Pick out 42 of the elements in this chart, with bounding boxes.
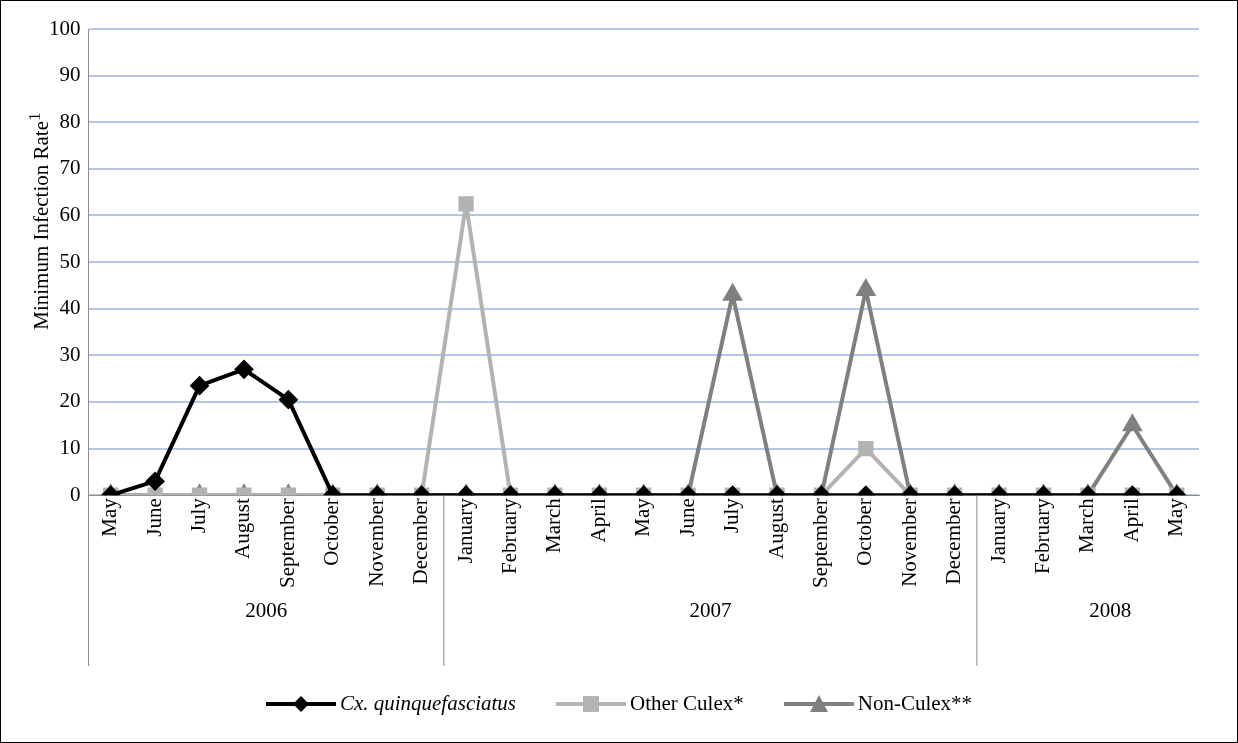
legend-label: Non-Culex** [857, 691, 973, 716]
y-tick-label: 20 [59, 388, 81, 413]
x-tick-label: September [807, 498, 832, 589]
x-tick-label: April [585, 498, 610, 543]
x-tick-label: November [363, 498, 388, 587]
y-tick-label: 40 [59, 295, 81, 320]
x-tick-label: May [1163, 497, 1188, 537]
x-tick-label: June [674, 498, 699, 537]
y-tick-label: 100 [49, 15, 81, 40]
x-tick-label: December [408, 498, 433, 585]
y-tick-label: 30 [59, 341, 81, 366]
x-tick-label: May [630, 497, 655, 537]
legend-label: Other Culex* [630, 691, 744, 716]
x-tick-label: December [941, 498, 966, 585]
x-tick-label: April [1118, 498, 1143, 543]
x-tick-label: July [719, 497, 744, 534]
x-tick-label: January [985, 497, 1010, 564]
x-tick-label: August [230, 498, 255, 559]
x-tick-label: July [186, 497, 211, 534]
y-tick-label: 50 [59, 248, 81, 273]
y-tick-label: 60 [59, 201, 81, 226]
y-tick-label: 70 [59, 155, 81, 180]
x-tick-label: January [452, 497, 477, 564]
x-tick-label: November [896, 498, 921, 587]
text: 2006 [245, 597, 288, 622]
y-tick-label: 90 [59, 62, 81, 87]
legend-label: Cx. quinquefasciatus [339, 691, 517, 716]
x-tick-label: October [319, 498, 344, 566]
x-tick-label: September [274, 498, 299, 589]
x-tick-label: February [497, 497, 522, 575]
x-tick-label: May [97, 497, 122, 537]
y-tick-label: 0 [70, 481, 81, 506]
x-tick-label: June [141, 498, 166, 537]
x-tick-label: August [763, 498, 788, 559]
text: 2008 [1089, 597, 1132, 622]
y-tick-label: 10 [59, 435, 81, 460]
x-tick-label: February [1030, 497, 1055, 575]
text: 2007 [689, 597, 732, 622]
y-tick-label: 80 [59, 108, 81, 133]
x-tick-label: March [1074, 497, 1099, 554]
x-tick-label: March [541, 497, 566, 554]
x-tick-label: October [852, 498, 877, 566]
